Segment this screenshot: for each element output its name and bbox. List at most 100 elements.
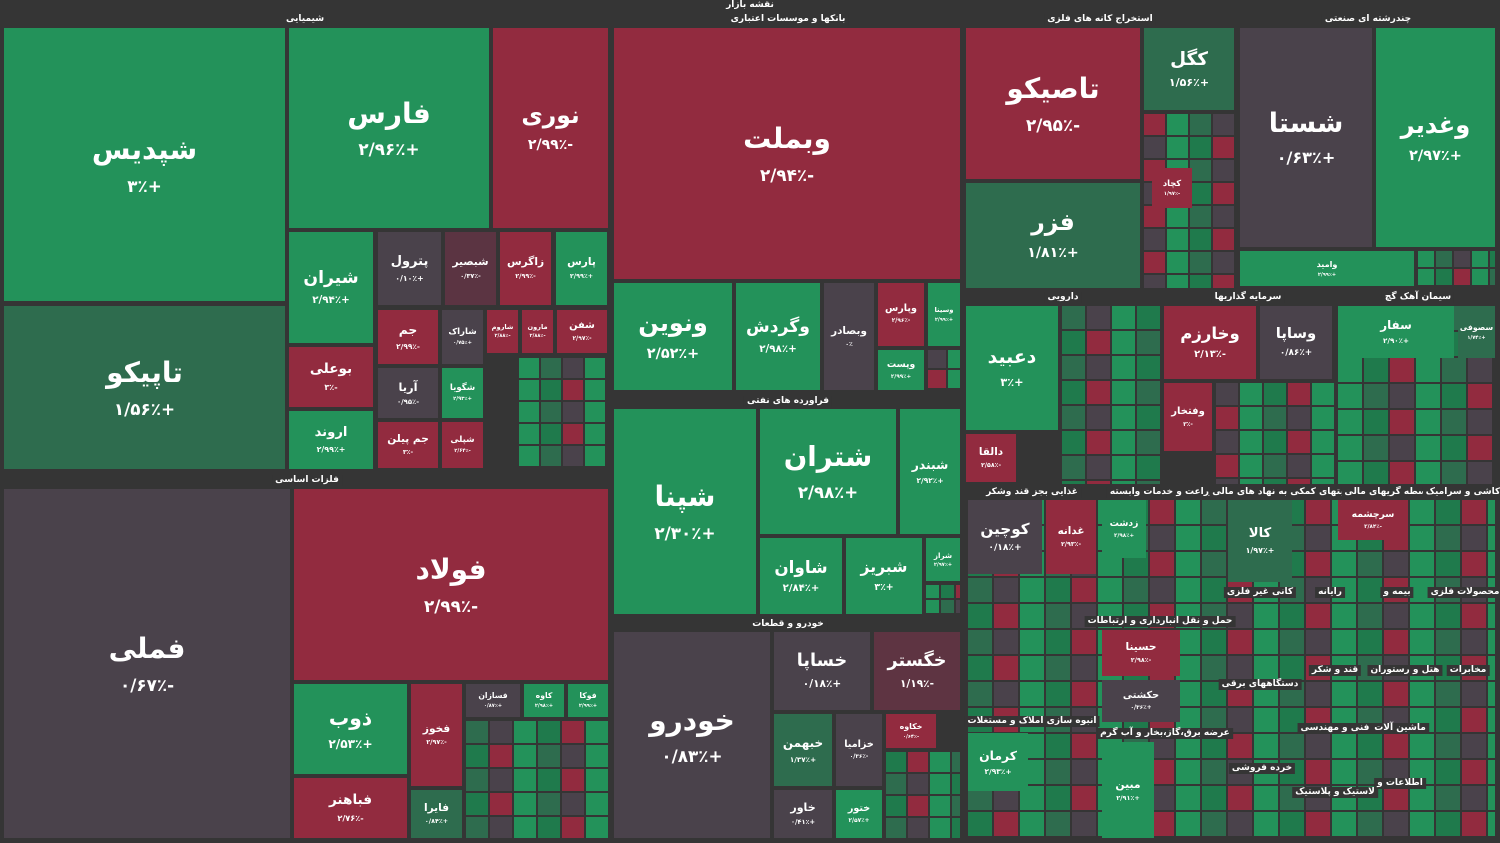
small-tile [1264, 479, 1286, 484]
small-tile [1358, 578, 1382, 602]
stock-name: آریا [398, 379, 418, 394]
stock-tile: وساپا +۰/۸۶٪ [1260, 306, 1332, 379]
stock-tile: فزر +۱/۸۱٪ [966, 183, 1140, 288]
small-tile [1046, 604, 1070, 628]
stock-name: مبین [1115, 777, 1141, 791]
small-tile [1062, 406, 1085, 429]
small-tile [1288, 407, 1310, 429]
small-tile [563, 402, 583, 422]
stock-change: -۰/۳۷٪ [460, 272, 481, 280]
small-tile [1112, 306, 1135, 329]
small-tile [1112, 406, 1135, 429]
small-tile [886, 796, 906, 816]
small-tile [1358, 630, 1382, 654]
stock-change: +۱/۵۶٪ [1168, 76, 1210, 90]
small-tile [952, 752, 960, 772]
small-tile [1312, 431, 1334, 453]
small-tile [1046, 812, 1070, 836]
stock-change: +۲/۹۹٪ [578, 703, 598, 710]
small-tile [1137, 381, 1160, 404]
stock-name: نوری [521, 101, 580, 130]
small-tile [1462, 500, 1486, 524]
stock-tile: وسینا +۲/۹۹٪ [928, 283, 960, 346]
small-tile [1087, 456, 1110, 479]
small-tile [1332, 604, 1356, 628]
stock-name: کوچین [980, 519, 1030, 538]
stock-tile: وگردش +۲/۹۸٪ [736, 283, 820, 390]
small-tile [1416, 384, 1440, 408]
small-tile [886, 774, 906, 794]
small-tile [926, 585, 939, 598]
stock-tile: سصوفی +۱/۷۴٪ [1458, 306, 1495, 358]
stock-change: +۲/۹۷٪ [1409, 148, 1462, 165]
stock-change: -۲/۹۵٪ [1025, 114, 1081, 135]
sector-title: کاشی و سرامیک [1422, 487, 1500, 498]
small-tile [1418, 251, 1434, 267]
stock-change: +۲/۹۹٪ [890, 373, 912, 380]
stock-tile: نوری -۲/۹۹٪ [493, 28, 608, 228]
small-tile [1137, 356, 1160, 379]
stock-name: دعبید [987, 347, 1037, 369]
small-tile [490, 745, 512, 767]
small-tile [994, 578, 1018, 602]
stock-name: فایرا [423, 801, 450, 814]
small-tile [1468, 462, 1492, 484]
stock-name: وامید [1316, 259, 1338, 270]
stock-tile: زدشت +۲/۹۸٪ [1102, 500, 1146, 558]
small-tile [1436, 708, 1460, 732]
small-tile [1144, 114, 1165, 135]
small-tile [1454, 251, 1470, 267]
stock-change: +۲/۹۴٪ [312, 294, 350, 307]
small-tile [1488, 526, 1495, 550]
small-tile [1144, 206, 1165, 227]
stock-tile: وغدیر +۲/۹۷٪ [1376, 28, 1495, 247]
stock-tile: کالا +۱/۹۷٪ [1228, 500, 1292, 582]
stock-name: وساپا [1275, 325, 1317, 343]
small-tile [1254, 708, 1278, 732]
small-tile [1020, 682, 1044, 706]
stock-name: پترول [390, 253, 429, 269]
small-tile [585, 446, 605, 466]
stock-change: +۲/۵۷٪ [848, 817, 870, 824]
stock-change: +۲/۹۱٪ [1116, 794, 1140, 803]
small-tile [1390, 384, 1414, 408]
small-tile [1410, 812, 1434, 836]
small-tile [1202, 656, 1226, 680]
stock-name: حکشتی [1122, 689, 1160, 701]
small-tile [1338, 410, 1362, 434]
small-tile [1436, 269, 1452, 285]
small-tile [1046, 734, 1070, 758]
small-tile [1442, 410, 1466, 434]
stock-name: شفن [569, 320, 595, 332]
small-tile [1306, 500, 1330, 524]
small-tile [1167, 252, 1188, 273]
small-tile [968, 604, 992, 628]
stock-name: فملی [108, 632, 186, 666]
small-tile [1020, 656, 1044, 680]
stock-name: دالقا [978, 446, 1004, 459]
stock-name: ذوب [328, 705, 373, 730]
small-tile [1062, 381, 1085, 404]
small-tile [1176, 578, 1200, 602]
small-tile [908, 752, 928, 772]
stock-change: +۲/۹۹٪ [569, 272, 594, 280]
small-tile [1087, 481, 1110, 484]
small-tile [1364, 358, 1388, 382]
small-tile [1240, 455, 1262, 477]
small-tile [1462, 604, 1486, 628]
small-tile [1213, 252, 1234, 273]
stock-change: -۳٪ [324, 382, 338, 393]
map-title: نقشه بازار [726, 0, 774, 10]
small-tile [1213, 160, 1234, 181]
small-tile [1436, 500, 1460, 524]
sector-title: اطلاعات و [1374, 778, 1426, 789]
small-tile [1384, 786, 1408, 810]
small-tile [563, 358, 583, 378]
stock-change: +۰/۴۱٪ [790, 818, 816, 827]
small-tile [1020, 604, 1044, 628]
stock-name: تاصیکو [1006, 72, 1100, 106]
stock-change: -۲/۱۳٪ [1194, 349, 1226, 361]
stock-name: اروند [314, 424, 348, 440]
small-tile [1254, 630, 1278, 654]
stock-tile: شبریز +۳٪ [846, 538, 922, 614]
